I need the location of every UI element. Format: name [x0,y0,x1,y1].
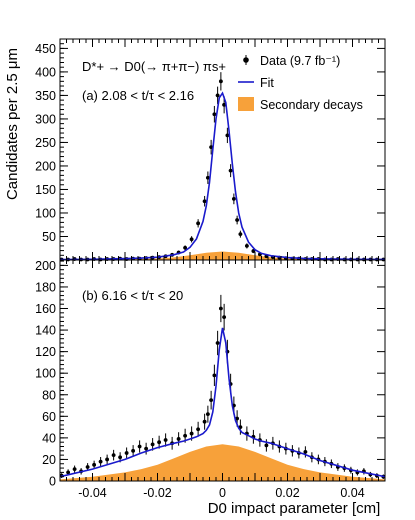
y-tick-label: 100 [35,367,56,381]
data-point [131,448,136,453]
y-tick-label: 300 [35,112,56,126]
data-point [218,306,223,311]
data-point [98,459,103,464]
y-tick-label: 20 [42,453,56,467]
data-point [150,442,155,447]
panel-b: 0 20 40 60 80 100 120 140 160 180 200 -0.04 -0.02 0 0.… [35,259,386,500]
data-point [124,451,129,455]
y-tick-label: 60 [42,410,56,424]
x-tick-label: 0 [219,486,226,500]
panel-b-data-points [59,294,386,479]
panel-b-secondary-area [60,444,385,481]
legend-data-label: Data (9.7 fb⁻¹) [260,54,340,68]
y-tick-label: 200 [35,259,56,273]
legend-fit-label: Fit [260,76,274,90]
panel-b-fit-curve [59,327,386,478]
y-tick-label: 150 [35,183,56,197]
x-tick-label: 0.02 [275,486,299,500]
data-point [111,453,116,458]
data-point [235,218,240,222]
y-tick-label: 80 [42,388,56,402]
y-tick-label: 250 [35,136,56,150]
y-axis-title: Candidates per 2.5 μm [4,48,21,200]
panel-b-frame [59,259,386,482]
data-point [218,79,223,84]
y-tick-label: 40 [42,431,56,445]
data-point [225,133,230,138]
data-point [222,315,227,320]
panel-b-axis-ticks: 0 20 40 60 80 100 120 140 160 180 200 -0.04 -0.02 0 0.… [35,259,386,500]
data-point [215,93,220,98]
data-point [202,199,207,204]
process-label: D*+ → D0(→ π+π−) πs+ [82,59,226,74]
y-tick-label: 180 [35,280,56,294]
data-point [205,175,210,180]
data-point [205,412,210,417]
data-point [238,232,243,237]
data-point [209,145,214,150]
data-point [189,431,194,436]
data-point [235,416,240,421]
data-point [66,470,71,475]
y-tick-label: 50 [42,230,56,244]
x-tick-label: -0.04 [78,486,107,500]
data-point [183,433,188,438]
y-tick-label: 100 [35,206,56,220]
legend-secondary-label: Secondary decays [260,98,363,112]
data-point [196,221,201,226]
data-point [189,237,194,242]
data-point [183,245,188,250]
data-point [196,427,201,432]
panel-b-label: (b) 6.16 < t/τ < 20 [82,288,183,303]
data-point [215,341,220,345]
data-point [157,440,162,445]
x-tick-label: 0.04 [340,486,364,500]
data-point [303,449,308,454]
legend: Data (9.7 fb⁻¹) Fit Secondary decays [238,54,363,112]
panel-a: 50 100 150 200 250 300 350 400 450 D*+ → D0(→ π+… [35,38,386,262]
data-point [105,457,110,462]
data-point [137,444,142,449]
panel-a-fit-curve [59,91,386,261]
data-point [244,243,249,248]
data-point [163,438,168,442]
data-point [144,446,149,451]
data-point [231,196,236,201]
x-axis-title: D0 impact parameter [cm] [208,500,381,517]
y-tick-label: 160 [35,302,56,316]
panel-b-secondary-fill [60,444,385,481]
y-tick-label: 350 [35,89,56,103]
legend-secondary-swatch [238,97,254,111]
panel-a-label: (a) 2.08 < t/τ < 2.16 [82,88,194,103]
y-tick-label: 120 [35,345,56,359]
data-point [228,168,233,173]
data-point [85,465,90,469]
data-point [72,467,77,472]
panel-a-axis-ticks: 50 100 150 200 250 300 350 400 450 [35,38,386,261]
x-tick-label: -0.02 [143,486,172,500]
y-tick-label: 200 [35,159,56,173]
data-point [212,112,217,117]
data-point [118,455,123,460]
y-tick-label: 140 [35,324,56,338]
data-point [222,102,227,107]
y-tick-label: 0 [49,475,56,489]
data-point [212,373,217,378]
y-tick-label: 400 [35,65,56,79]
data-point [264,443,269,448]
y-tick-label: 450 [35,42,56,56]
data-point [176,437,181,441]
data-point [202,419,207,424]
data-point [92,462,97,467]
data-point [209,398,214,403]
